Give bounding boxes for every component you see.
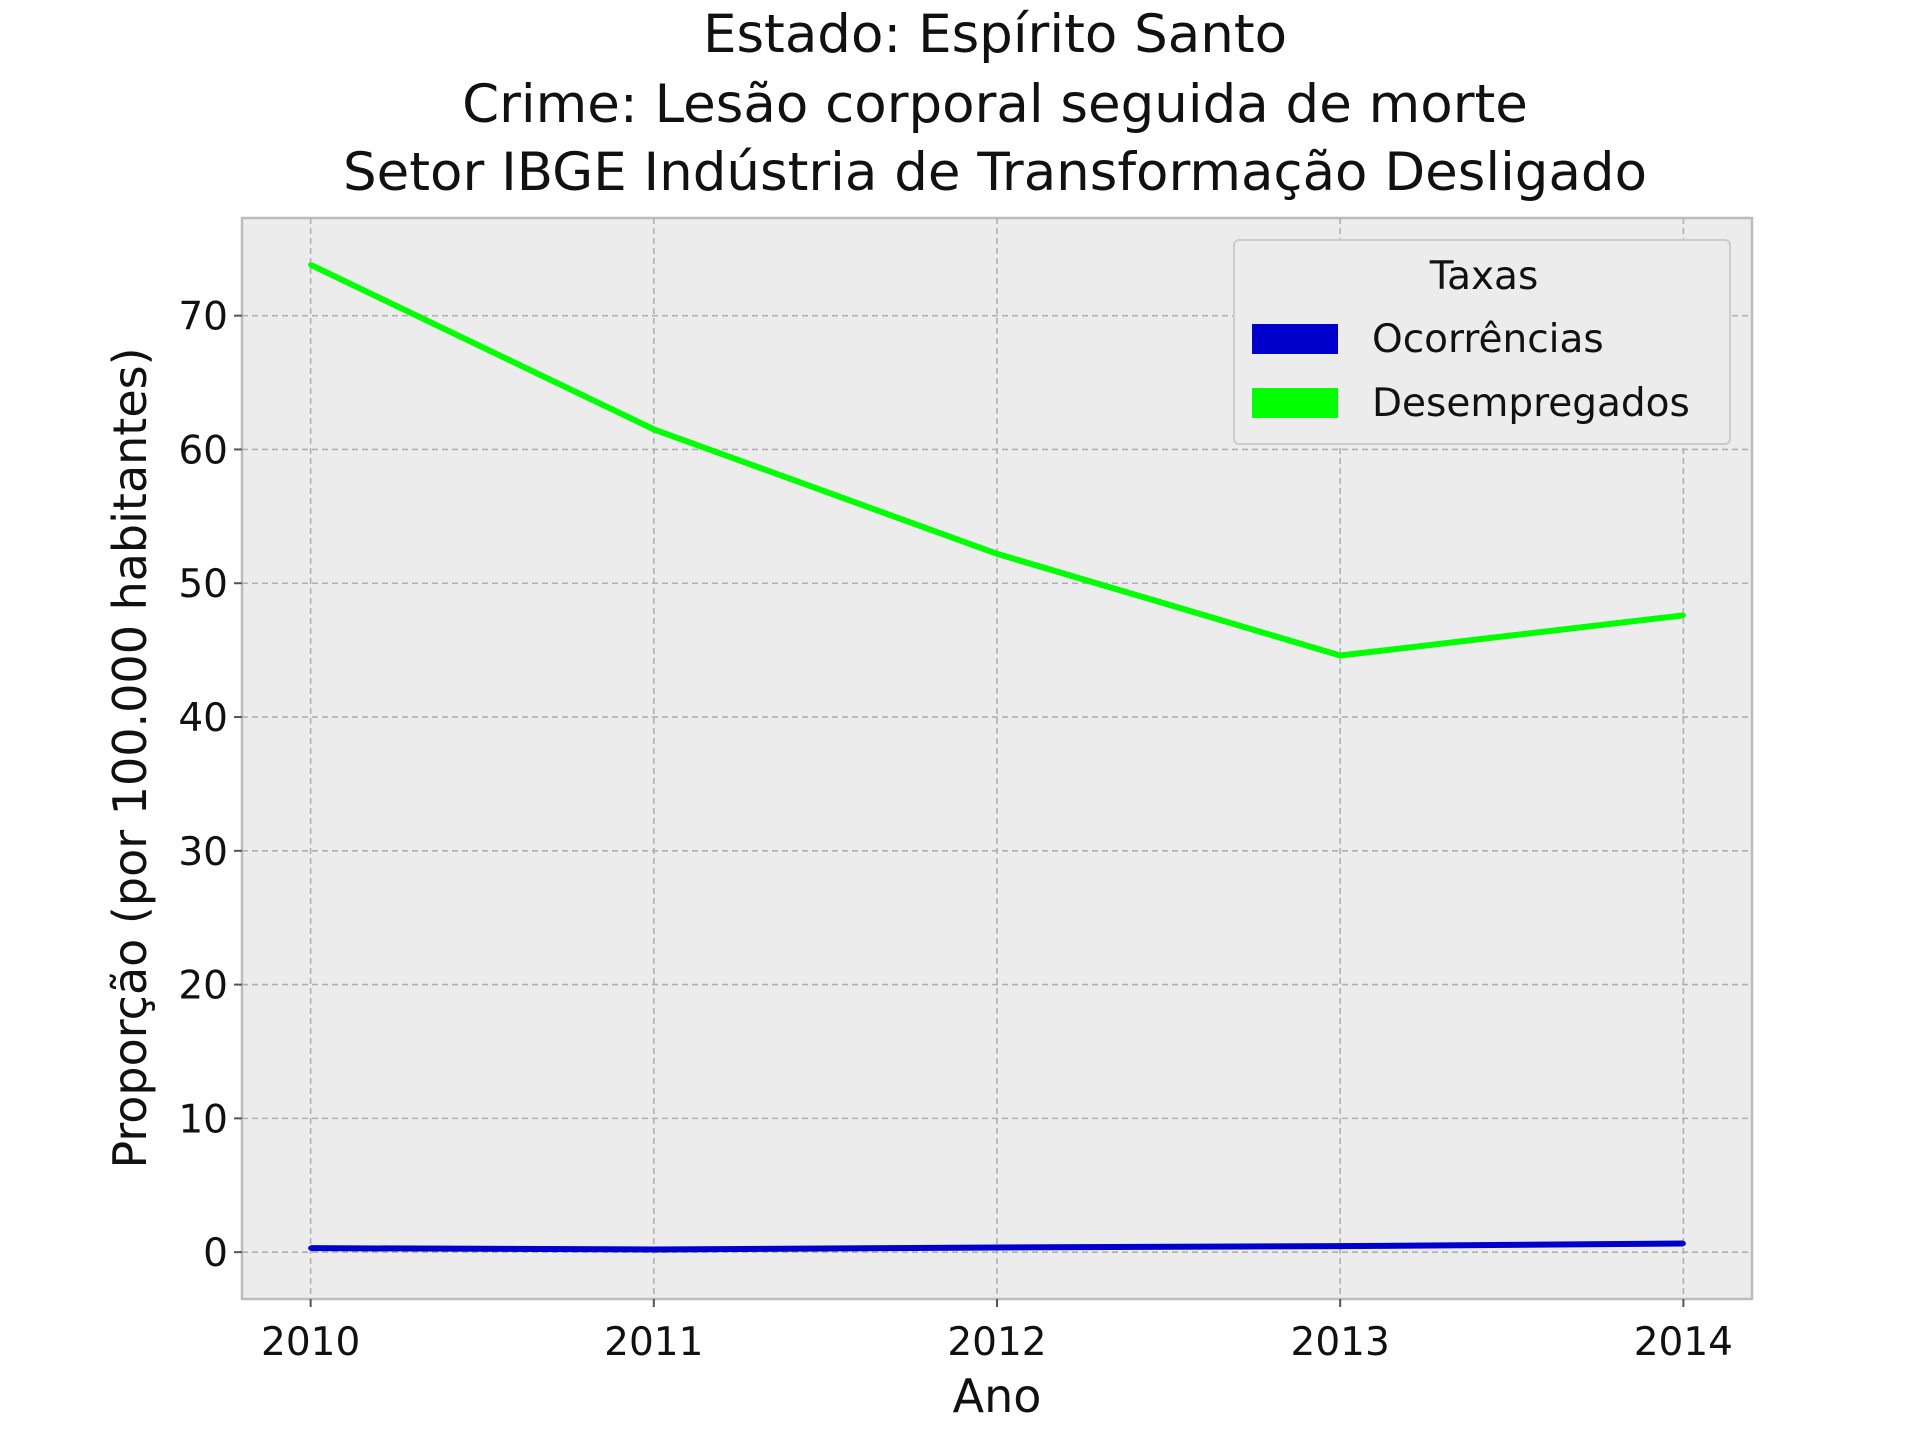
y-tick-label: 0: [203, 1231, 228, 1276]
x-tick-label: 2012: [947, 1320, 1046, 1365]
y-tick-label: 60: [178, 428, 228, 473]
grid: [242, 218, 1752, 1299]
legend: Taxas Ocorrências Desempregados: [1233, 239, 1731, 445]
data-point: [308, 1245, 314, 1251]
data-point: [1680, 1240, 1686, 1246]
x-tick-label: 2011: [604, 1320, 703, 1365]
chart-title-line-1: Estado: Espírito Santo: [703, 4, 1287, 65]
y-tick-label: 40: [178, 696, 228, 741]
data-point: [651, 426, 657, 432]
legend-label-desempregados: Desempregados: [1372, 381, 1690, 426]
y-tick-label: 20: [178, 964, 228, 1009]
y-axis-label: Proporção (por 100.000 habitantes): [103, 347, 157, 1168]
axis-ticks: 2010 2011 2012 2013 2014 0 10 20 30 40 50 60 70: [178, 295, 1733, 1365]
legend-title: Taxas: [1429, 254, 1539, 299]
data-point: [1680, 612, 1686, 618]
legend-swatch-desempregados: [1252, 388, 1338, 418]
data-point: [994, 551, 1000, 557]
y-tick-label: 50: [178, 562, 228, 607]
x-tick-label: 2010: [261, 1320, 360, 1365]
x-axis-label: Ano: [953, 1369, 1042, 1423]
y-tick-label: 70: [178, 295, 228, 340]
data-point: [1337, 1243, 1343, 1249]
x-tick-label: 2013: [1291, 1320, 1390, 1365]
series-lines: [308, 262, 1686, 1253]
legend-swatch-ocorrencias: [1252, 324, 1338, 354]
legend-box: [1233, 239, 1731, 445]
y-tick-label: 30: [178, 830, 228, 875]
y-tick-label: 10: [178, 1097, 228, 1142]
data-point: [994, 1244, 1000, 1250]
data-point: [651, 1246, 657, 1252]
data-point: [308, 262, 314, 268]
data-point: [1337, 652, 1343, 658]
chart-title-line-2: Crime: Lesão corporal seguida de morte: [462, 74, 1528, 135]
chart-title-line-3: Setor IBGE Indústria de Transformação De…: [343, 142, 1647, 203]
legend-label-ocorrencias: Ocorrências: [1372, 317, 1604, 362]
x-tick-label: 2014: [1634, 1320, 1733, 1365]
